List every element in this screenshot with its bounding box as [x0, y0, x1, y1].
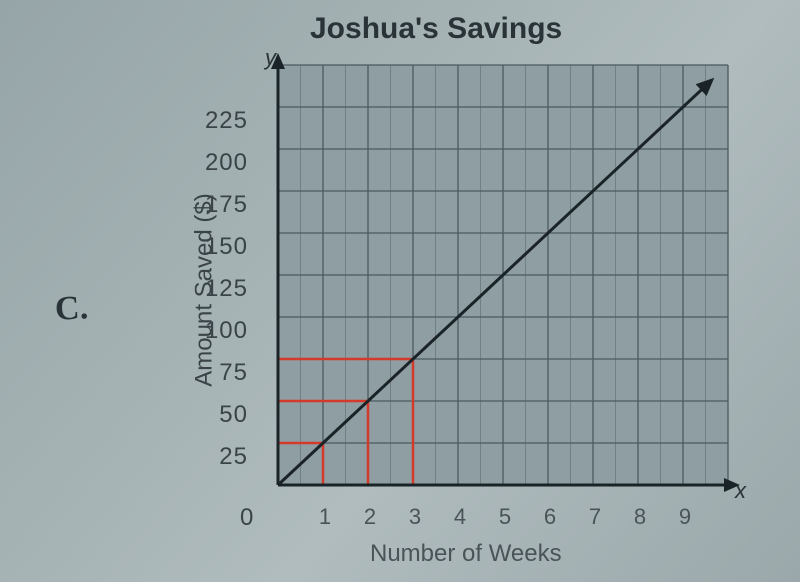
y-tick-label: 25: [188, 443, 248, 471]
origin-label: 0: [240, 504, 253, 532]
chart-svg: [260, 53, 746, 505]
answer-option-letter: C.: [54, 289, 89, 329]
y-tick-label: 75: [188, 359, 248, 387]
x-tick-label: 7: [589, 504, 601, 530]
x-tick-label: 8: [634, 504, 646, 530]
x-tick-label: 3: [409, 504, 421, 530]
x-tick-label: 1: [319, 504, 331, 530]
x-tick-label: 4: [454, 504, 466, 530]
y-tick-label: 200: [188, 149, 248, 177]
y-tick-label: 100: [188, 317, 248, 345]
y-tick-label: 225: [188, 107, 248, 135]
x-tick-label: 2: [364, 504, 376, 530]
x-tick-label: 5: [499, 504, 511, 530]
y-tick-label: 150: [188, 233, 248, 261]
chart-title: Joshua's Savings: [310, 12, 562, 46]
x-axis-label: Number of Weeks: [370, 540, 562, 568]
y-tick-label: 175: [188, 191, 248, 219]
y-tick-label: 50: [188, 401, 248, 429]
y-tick-label: 125: [188, 275, 248, 303]
x-tick-label: 9: [679, 504, 691, 530]
chart-plot-area: [278, 65, 728, 485]
x-tick-label: 6: [544, 504, 556, 530]
